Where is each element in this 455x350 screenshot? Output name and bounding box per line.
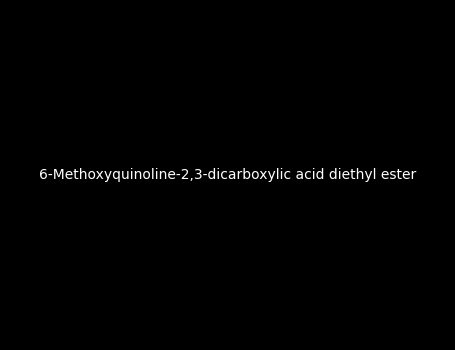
Text: 6-Methoxyquinoline-2,3-dicarboxylic acid diethyl ester: 6-Methoxyquinoline-2,3-dicarboxylic acid… <box>39 168 416 182</box>
